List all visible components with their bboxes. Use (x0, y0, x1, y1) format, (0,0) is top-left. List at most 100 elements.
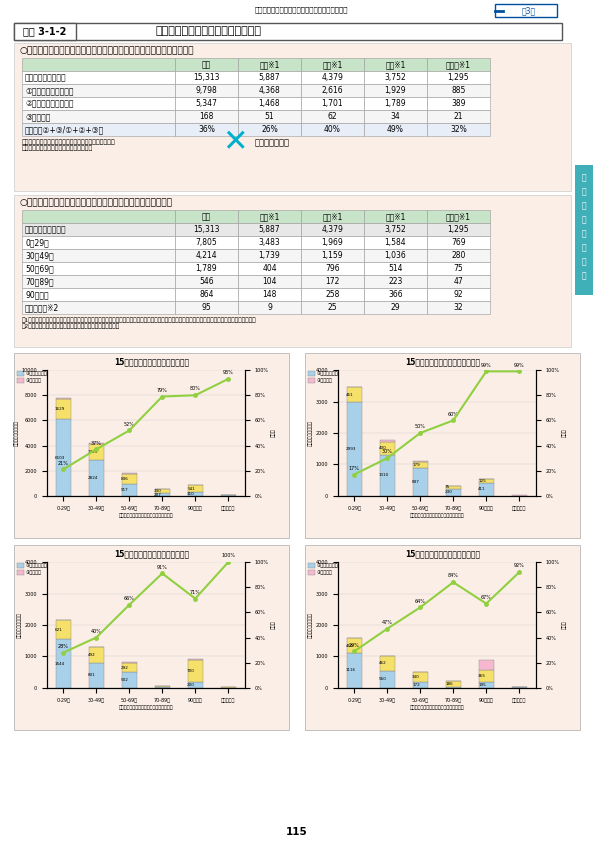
Bar (22, 110, 175, 123)
Bar (89, 444, 104, 461)
Bar (301, 58, 364, 71)
Text: 不明率（②+③/①+②+③）: 不明率（②+③/①+②+③） (161, 570, 211, 575)
Text: す: す (582, 230, 586, 238)
Bar (238, 236, 301, 249)
Bar (301, 288, 364, 301)
Bar (122, 484, 137, 496)
Text: 49%: 49% (387, 125, 404, 134)
Bar (479, 660, 494, 670)
Bar (446, 487, 461, 488)
Text: 15,313: 15,313 (193, 73, 220, 82)
Bar (427, 236, 490, 249)
Text: 51: 51 (265, 112, 274, 121)
Bar (301, 262, 364, 275)
Text: 1,159: 1,159 (322, 251, 343, 260)
Text: 99%: 99% (514, 363, 525, 368)
Text: ③所在不明: ③所在不明 (26, 570, 42, 575)
Text: 土: 土 (582, 173, 586, 183)
Text: 223: 223 (389, 277, 403, 286)
Bar (122, 672, 137, 688)
Text: 1,789: 1,789 (385, 99, 406, 108)
Text: 1,739: 1,739 (259, 251, 280, 260)
Text: 29: 29 (391, 303, 400, 312)
Text: 411: 411 (478, 488, 486, 492)
Bar (364, 236, 427, 249)
Text: 25: 25 (328, 303, 337, 312)
Text: ○所有権に関して最終の登記からの経過年数ごとの登記の個数: ○所有権に関して最終の登記からの経過年数ごとの登記の個数 (20, 199, 173, 207)
Bar (446, 687, 461, 688)
Bar (188, 682, 203, 688)
Text: 所有権の登記の個数: 所有権の登記の個数 (25, 225, 67, 234)
Text: 461: 461 (346, 392, 353, 397)
Bar (427, 210, 490, 223)
Bar (188, 485, 203, 492)
Bar (175, 236, 238, 249)
Bar (347, 638, 362, 653)
Bar (364, 249, 427, 262)
Bar (238, 262, 301, 275)
Text: 6103: 6103 (55, 456, 65, 460)
Text: 5,887: 5,887 (259, 225, 280, 234)
Bar (301, 71, 364, 84)
Bar (17, 563, 24, 568)
Text: 登記経過年数と不明率に関する調査: 登記経過年数と不明率に関する調査 (155, 26, 261, 36)
Bar (175, 288, 238, 301)
Bar (22, 288, 175, 301)
Text: 99%: 99% (481, 363, 491, 368)
Bar (347, 402, 362, 496)
Text: 769: 769 (451, 238, 466, 247)
Text: の所在を把握できなかった割合をいう: の所在を把握できなかった割合をいう (22, 145, 93, 151)
Bar (22, 275, 175, 288)
Bar (175, 249, 238, 262)
Bar (155, 489, 170, 493)
Text: 550: 550 (379, 677, 387, 681)
Text: 168: 168 (199, 112, 214, 121)
Text: 32%: 32% (450, 125, 467, 134)
Text: 4,214: 4,214 (196, 251, 217, 260)
Bar (301, 275, 364, 288)
Text: 1310: 1310 (379, 473, 389, 477)
Bar (17, 570, 24, 575)
Text: その他※1: その他※1 (446, 60, 471, 69)
Bar (364, 58, 427, 71)
Bar (122, 663, 137, 672)
Bar (364, 301, 427, 314)
Text: 宅地※1: 宅地※1 (259, 60, 280, 69)
Text: 897: 897 (412, 480, 420, 484)
Text: ①登記簿上で所在確認: ①登記簿上で所在確認 (26, 563, 57, 568)
Bar (175, 71, 238, 84)
Text: 15地区の突き合わせ結果（林地）: 15地区の突き合わせ結果（林地） (405, 550, 480, 558)
Bar (301, 236, 364, 249)
Text: 195: 195 (478, 683, 486, 687)
Text: 宅地※1: 宅地※1 (259, 212, 280, 221)
Text: 340: 340 (412, 675, 420, 679)
Bar (308, 570, 315, 575)
Text: 農地※1: 農地※1 (322, 212, 343, 221)
Bar (479, 479, 494, 483)
Text: 700: 700 (187, 669, 195, 673)
Text: 7,805: 7,805 (196, 238, 217, 247)
Bar (56, 419, 71, 496)
Bar (238, 210, 301, 223)
Text: 地: 地 (582, 188, 586, 196)
Bar (427, 71, 490, 84)
Bar (364, 262, 427, 275)
Text: 836: 836 (121, 477, 129, 481)
Text: 47%: 47% (382, 620, 393, 625)
Bar (364, 84, 427, 97)
Bar (14, 43, 571, 191)
Text: 125: 125 (478, 479, 486, 483)
Bar (479, 670, 494, 682)
Bar (22, 84, 175, 97)
Bar (22, 97, 175, 110)
Bar (238, 288, 301, 301)
Text: 330: 330 (154, 489, 162, 493)
Text: 0～29年: 0～29年 (25, 238, 49, 247)
Text: 1,789: 1,789 (196, 264, 217, 273)
Y-axis label: 不明率: 不明率 (271, 429, 276, 437)
Bar (122, 474, 137, 484)
Y-axis label: 不明率: 不明率 (562, 621, 567, 629)
Bar (238, 58, 301, 71)
Text: ②追跡調査で所在確認: ②追跡調査で所在確認 (25, 99, 74, 108)
Bar (364, 288, 427, 301)
